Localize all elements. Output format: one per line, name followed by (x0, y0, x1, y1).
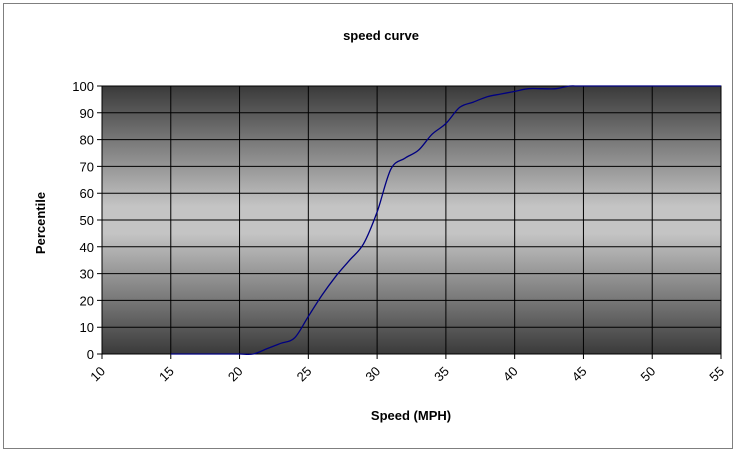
y-tick-label: 0 (87, 347, 94, 362)
x-tick-label: 20 (225, 364, 246, 385)
speed-curve-chart: speed curve 0 10 20 30 40 50 60 70 80 90 100 10 15 2… (33, 28, 727, 423)
x-axis-title: Speed (MPH) (371, 408, 451, 423)
x-tick-label: 40 (500, 364, 521, 385)
y-tick-label: 80 (80, 133, 94, 148)
y-tick-label: 50 (80, 213, 94, 228)
y-tick-label: 100 (72, 79, 94, 94)
y-axis-ticks: 0 10 20 30 40 50 60 70 80 90 100 (72, 79, 94, 362)
plot-border (101, 85, 722, 355)
x-tick-label: 30 (362, 364, 383, 385)
x-tick-label: 45 (569, 364, 590, 385)
y-axis-title: Percentile (33, 192, 48, 254)
x-tick-label: 25 (294, 364, 315, 385)
x-axis-ticks: 10 15 20 25 30 35 40 45 50 55 (87, 364, 727, 385)
y-tick-label: 60 (80, 186, 94, 201)
y-tick-label: 30 (80, 267, 94, 282)
x-tick-label: 15 (156, 364, 177, 385)
y-tick-label: 20 (80, 293, 94, 308)
x-tick-label: 55 (706, 364, 727, 385)
x-tick-label: 10 (87, 364, 108, 385)
y-tick-label: 10 (80, 320, 94, 335)
chart-frame: speed curve 0 10 20 30 40 50 60 70 80 90 100 10 15 2… (3, 3, 733, 449)
x-tick-label: 35 (431, 364, 452, 385)
x-tick-label: 50 (638, 364, 659, 385)
y-tick-label: 40 (80, 240, 94, 255)
series-line (170, 85, 721, 356)
y-tick-label: 70 (80, 159, 94, 174)
y-tick-label: 90 (80, 106, 94, 121)
chart-title: speed curve (343, 28, 419, 43)
